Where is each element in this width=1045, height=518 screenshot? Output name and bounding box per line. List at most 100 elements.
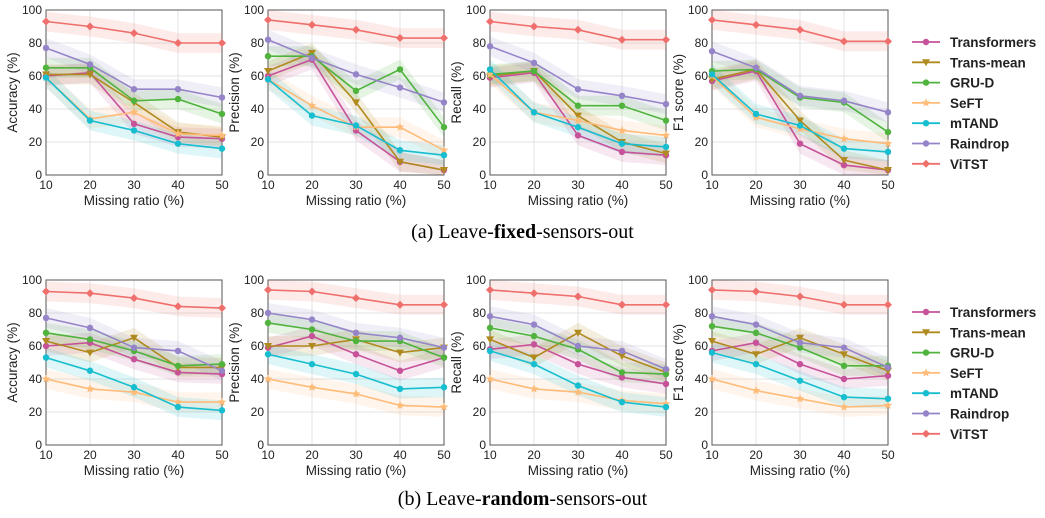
data-point-trans-mean (130, 334, 138, 342)
x-axis-label: Missing ratio (%) (306, 463, 407, 478)
data-point-raindrop (42, 314, 50, 322)
data-point-gru-d (352, 337, 360, 345)
data-point-vitst (662, 300, 670, 309)
x-tick-label: 40 (615, 178, 629, 192)
data-point-seft (85, 384, 95, 393)
data-point-seft (351, 389, 361, 398)
x-tick-label: 10 (39, 178, 53, 192)
x-tick-label: 20 (305, 178, 319, 192)
data-point-trans-mean (708, 338, 716, 346)
data-point-seft (883, 139, 893, 148)
data-point-vitst (218, 304, 226, 313)
legend-marker (922, 59, 930, 67)
y-tick-label: 40 (473, 372, 487, 386)
series-band (268, 49, 444, 175)
y-tick-label: 40 (695, 102, 709, 116)
series-band (268, 69, 444, 166)
data-point-gru-d (662, 370, 670, 378)
data-point-vitst (708, 15, 716, 24)
data-point-vitst (86, 22, 94, 31)
y-tick-label: 100 (466, 3, 486, 17)
data-point-seft (395, 122, 405, 131)
data-point-seft (129, 107, 139, 116)
x-tick-label: 10 (705, 178, 719, 192)
data-point-seft (129, 387, 139, 396)
data-point-seft (41, 374, 51, 383)
data-point-gru-d (396, 66, 404, 73)
data-point-vitst (884, 37, 892, 46)
data-point-mtand (796, 377, 804, 384)
legend-marker (922, 120, 930, 127)
data-point-seft (217, 130, 227, 140)
y-tick-label: 0 (701, 168, 708, 182)
y-axis-label: Precision (%) (227, 52, 242, 132)
x-tick-label: 50 (659, 448, 673, 462)
data-point-vitst (796, 25, 804, 34)
x-tick-label: 10 (39, 448, 53, 462)
series-band (712, 59, 888, 175)
data-point-seft (439, 402, 449, 411)
data-point-raindrop (796, 339, 804, 346)
data-point-gru-d (884, 128, 892, 136)
y-tick-label: 60 (251, 339, 265, 353)
data-point-raindrop (42, 44, 50, 52)
data-point-gru-d (308, 326, 316, 333)
data-point-vitst (42, 17, 50, 26)
x-tick-label: 50 (437, 178, 451, 192)
data-point-mtand (42, 354, 50, 361)
y-tick-label: 60 (695, 339, 709, 353)
data-point-raindrop (86, 324, 94, 332)
legend-marker (921, 368, 931, 377)
data-point-gru-d (618, 369, 626, 376)
x-tick-label: 30 (349, 178, 363, 192)
data-point-vitst (530, 22, 538, 31)
data-point-vitst (574, 25, 582, 34)
y-tick-label: 80 (473, 36, 487, 50)
caption-b-suffix: -sensors-out (549, 488, 648, 510)
data-point-mtand (486, 66, 494, 73)
series-band (712, 61, 888, 176)
y-tick-label: 100 (244, 273, 264, 287)
series-band (490, 59, 666, 157)
legend-marker (922, 140, 930, 147)
data-point-raindrop (440, 344, 448, 351)
y-axis-label: F1 score (%) (671, 54, 686, 131)
data-point-vitst (42, 287, 50, 296)
data-point-raindrop (218, 94, 226, 101)
data-point-raindrop (530, 321, 538, 328)
data-point-mtand (708, 349, 716, 356)
y-tick-label: 60 (695, 69, 709, 83)
y-tick-label: 20 (251, 135, 265, 149)
x-tick-label: 40 (615, 448, 629, 462)
data-point-mtand (440, 384, 448, 391)
data-point-trans-mean (662, 150, 670, 158)
data-point-transformers (840, 375, 848, 383)
data-point-mtand (840, 393, 848, 401)
legend-marker (922, 329, 930, 337)
data-point-mtand (264, 76, 272, 83)
data-point-mtand (86, 117, 94, 124)
data-point-raindrop (884, 364, 892, 371)
series-band (712, 59, 888, 142)
y-tick-label: 80 (29, 36, 43, 50)
legend-label: Transformers (950, 305, 1036, 320)
data-point-mtand (396, 385, 404, 393)
data-point-trans-mean (530, 354, 538, 362)
y-tick-label: 80 (695, 306, 709, 320)
data-point-vitst (86, 289, 94, 298)
data-point-seft (573, 387, 583, 396)
data-point-gru-d (264, 319, 272, 327)
data-point-raindrop (708, 48, 716, 55)
data-point-raindrop (796, 92, 804, 100)
data-point-raindrop (174, 347, 182, 355)
legend-label: Transformers (950, 35, 1036, 50)
data-point-trans-mean (884, 167, 892, 175)
data-point-mtand (130, 384, 138, 391)
legend-a: Transformers Trans-mean GRU-D SeFT mTAND Rain… (912, 35, 1036, 172)
x-tick-label: 10 (483, 448, 497, 462)
x-tick-label: 50 (215, 448, 229, 462)
data-point-raindrop (440, 99, 448, 106)
data-point-vitst (618, 300, 626, 309)
data-point-raindrop (708, 313, 716, 320)
plot-frame (711, 9, 889, 176)
